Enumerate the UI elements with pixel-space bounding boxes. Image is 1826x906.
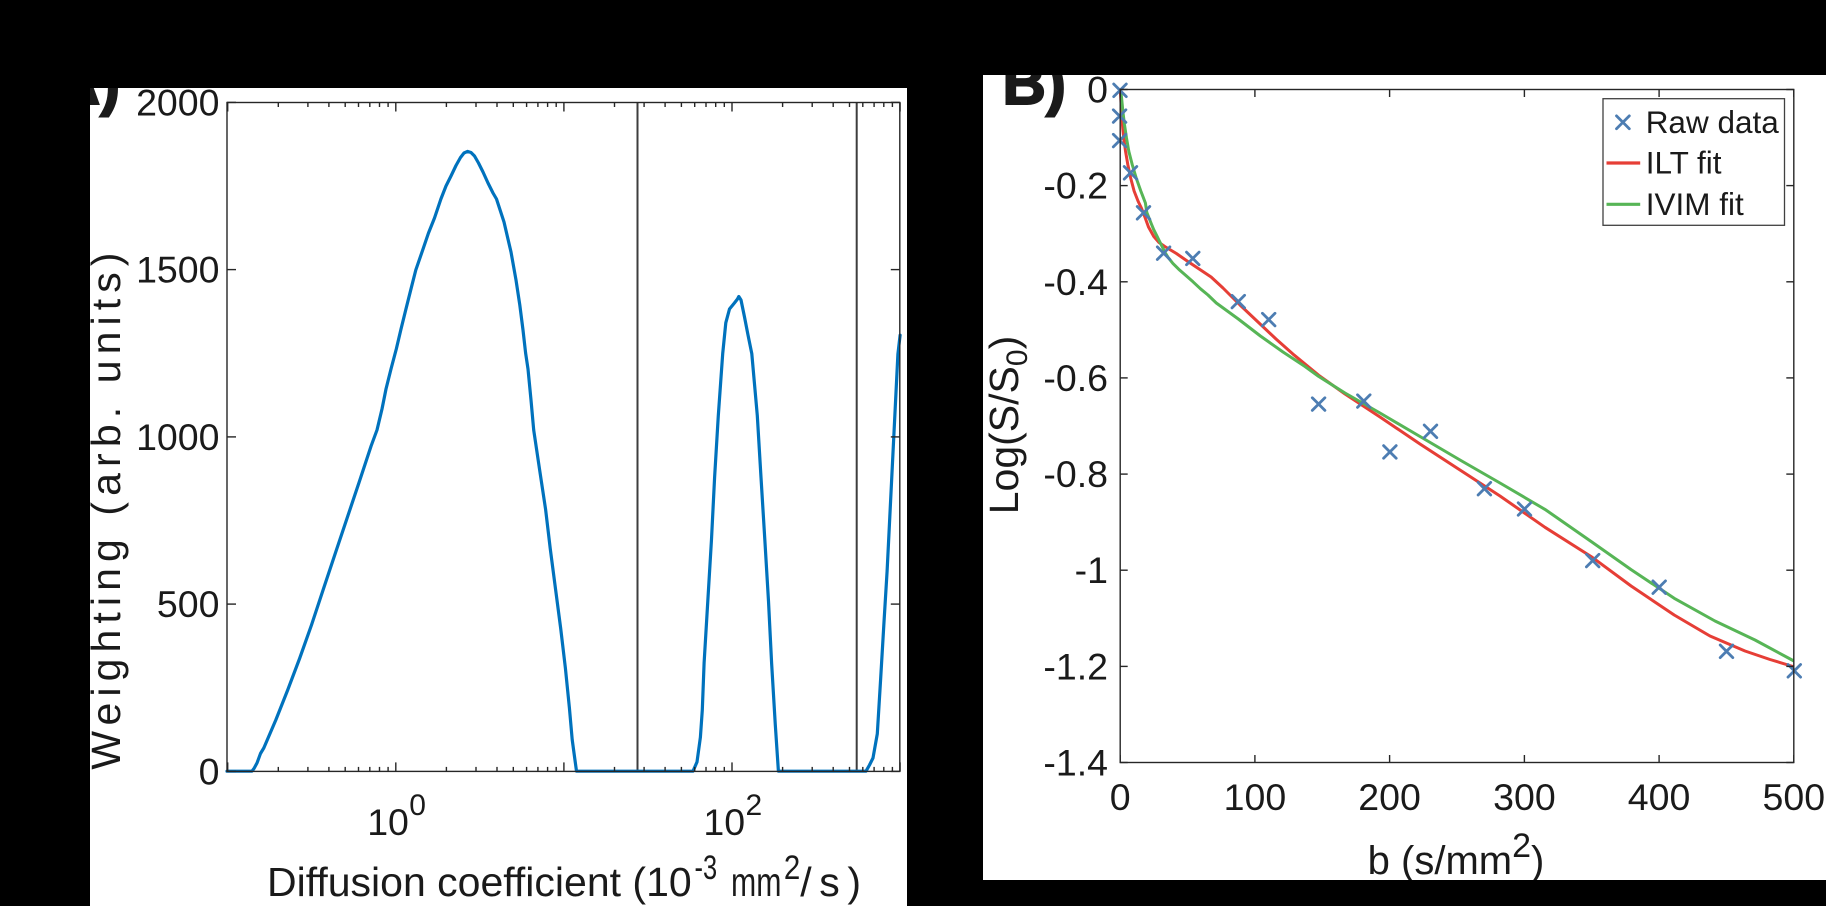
svg-text:1500: 1500 <box>136 249 219 291</box>
svg-text:B): B) <box>1003 50 1066 117</box>
svg-text:2: 2 <box>746 789 763 822</box>
svg-text:500: 500 <box>157 583 220 625</box>
svg-text:mm: mm <box>731 859 781 905</box>
svg-text:-1.2: -1.2 <box>1043 645 1108 687</box>
svg-text:-0.4: -0.4 <box>1043 261 1108 303</box>
svg-text:100: 100 <box>1224 776 1287 818</box>
svg-text:2000: 2000 <box>136 81 219 123</box>
svg-text:2: 2 <box>784 849 800 887</box>
svg-text:-0.2: -0.2 <box>1043 165 1108 207</box>
svg-text:IVIM fit: IVIM fit <box>1646 186 1744 222</box>
svg-text:Weighting (arb. units): Weighting (arb. units) <box>83 246 129 769</box>
svg-text:A): A) <box>57 50 120 117</box>
svg-text:Diffusion coefficient (10: Diffusion coefficient (10 <box>267 859 692 905</box>
svg-text:-0.6: -0.6 <box>1043 357 1108 399</box>
svg-text:-3: -3 <box>695 849 718 887</box>
svg-text:10: 10 <box>367 801 409 843</box>
svg-text:0: 0 <box>1110 776 1131 818</box>
svg-text:400: 400 <box>1628 776 1691 818</box>
svg-text:1000: 1000 <box>136 416 219 458</box>
svg-text:/s): /s) <box>800 859 861 905</box>
svg-text:10: 10 <box>703 801 745 843</box>
svg-text:300: 300 <box>1493 776 1556 818</box>
svg-text:-1.4: -1.4 <box>1043 742 1108 784</box>
svg-text:500: 500 <box>1763 776 1826 818</box>
svg-text:-0.8: -0.8 <box>1043 453 1108 495</box>
svg-text:ILT fit: ILT fit <box>1646 145 1722 181</box>
svg-text:Raw data: Raw data <box>1646 104 1780 140</box>
svg-text:0: 0 <box>199 750 220 792</box>
svg-text:200: 200 <box>1358 776 1421 818</box>
svg-text:-1: -1 <box>1075 549 1108 591</box>
svg-text:0: 0 <box>1087 69 1108 111</box>
svg-text:0: 0 <box>409 789 426 822</box>
